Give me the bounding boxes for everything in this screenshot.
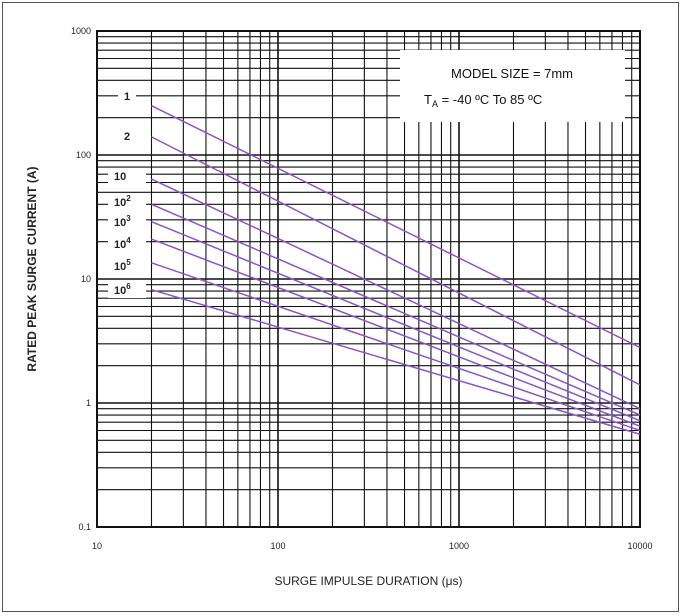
curve-label-bg [108, 195, 146, 210]
y-tick-label: 1 [86, 398, 91, 408]
series-line-3 [151, 178, 641, 410]
x-tick-label: 10000 [627, 541, 652, 551]
model-annotation: MODEL SIZE = 7mm TA = -40 ºC To 85 ºC [400, 50, 625, 122]
series-line-5 [151, 220, 641, 422]
curve-label-exponent: 6 [126, 282, 131, 291]
curve-label-bg [118, 129, 136, 144]
curve-label-4: 102 [114, 194, 131, 209]
x-axis-title: SURGE IMPULSE DURATION (μs) [274, 574, 462, 588]
annotation-temp-subscript: A [432, 99, 438, 109]
series-line-4 [151, 203, 641, 416]
series-line-2 [151, 136, 641, 386]
annotation-temp-range: = -40 ºC To 85 ºC [438, 92, 542, 107]
curve-label-base: 1 [124, 91, 130, 103]
curve-label-1: 1 [124, 91, 130, 103]
curve-label-exponent: 2 [126, 194, 131, 203]
curve-label-bg [108, 215, 146, 230]
y-tick-label: 1000 [71, 26, 91, 36]
curve-label-bg [108, 259, 146, 274]
x-tick-label: 100 [270, 541, 285, 551]
curve-label-5: 103 [114, 214, 131, 229]
curve-label-3: 10 [114, 171, 126, 183]
y-tick-label: 100 [76, 150, 91, 160]
curve-label-bg [118, 89, 136, 104]
curve-label-exponent: 4 [126, 236, 131, 245]
y-tick-label: 10 [81, 274, 91, 284]
y-tick-label: 0.1 [78, 522, 91, 532]
curve-label-base: 10 [114, 239, 126, 251]
curve-label-base: 10 [114, 217, 126, 229]
x-tick-label: 10 [92, 541, 102, 551]
curve-label-exponent: 5 [126, 258, 131, 267]
curve-label-6: 104 [114, 236, 131, 251]
annotation-model-size: MODEL SIZE = 7mm [451, 66, 573, 81]
series-lines [151, 104, 641, 435]
series-line-6 [151, 238, 641, 427]
tick-labels: 10 100 1000 10000 0.1 1 10 100 1000 [71, 26, 653, 551]
curve-label-7: 105 [114, 258, 131, 273]
series-line-7 [151, 262, 641, 432]
annotation-temp-symbol: T [424, 92, 432, 107]
series-line-1 [151, 104, 641, 349]
curve-label-2: 2 [124, 131, 130, 143]
series-line-8 [151, 288, 641, 435]
curve-label-base: 10 [114, 171, 126, 183]
plot-border [96, 30, 641, 528]
curve-label-bg [108, 283, 146, 298]
curve-label-exponent: 3 [126, 214, 131, 223]
y-axis-title: RATED PEAK SURGE CURRENT (A) [25, 166, 39, 371]
curve-label-base: 2 [124, 131, 130, 143]
curve-label-8: 106 [114, 282, 131, 297]
curve-label-base: 10 [114, 285, 126, 297]
curve-label-bg [108, 169, 146, 184]
curve-label-bg [108, 237, 146, 252]
annotation-box [400, 50, 625, 122]
curve-label-base: 10 [114, 261, 126, 273]
x-tick-label: 1000 [449, 541, 469, 551]
annotation-temperature: TA = -40 ºC To 85 ºC [424, 92, 542, 109]
curve-label-base: 10 [114, 197, 126, 209]
